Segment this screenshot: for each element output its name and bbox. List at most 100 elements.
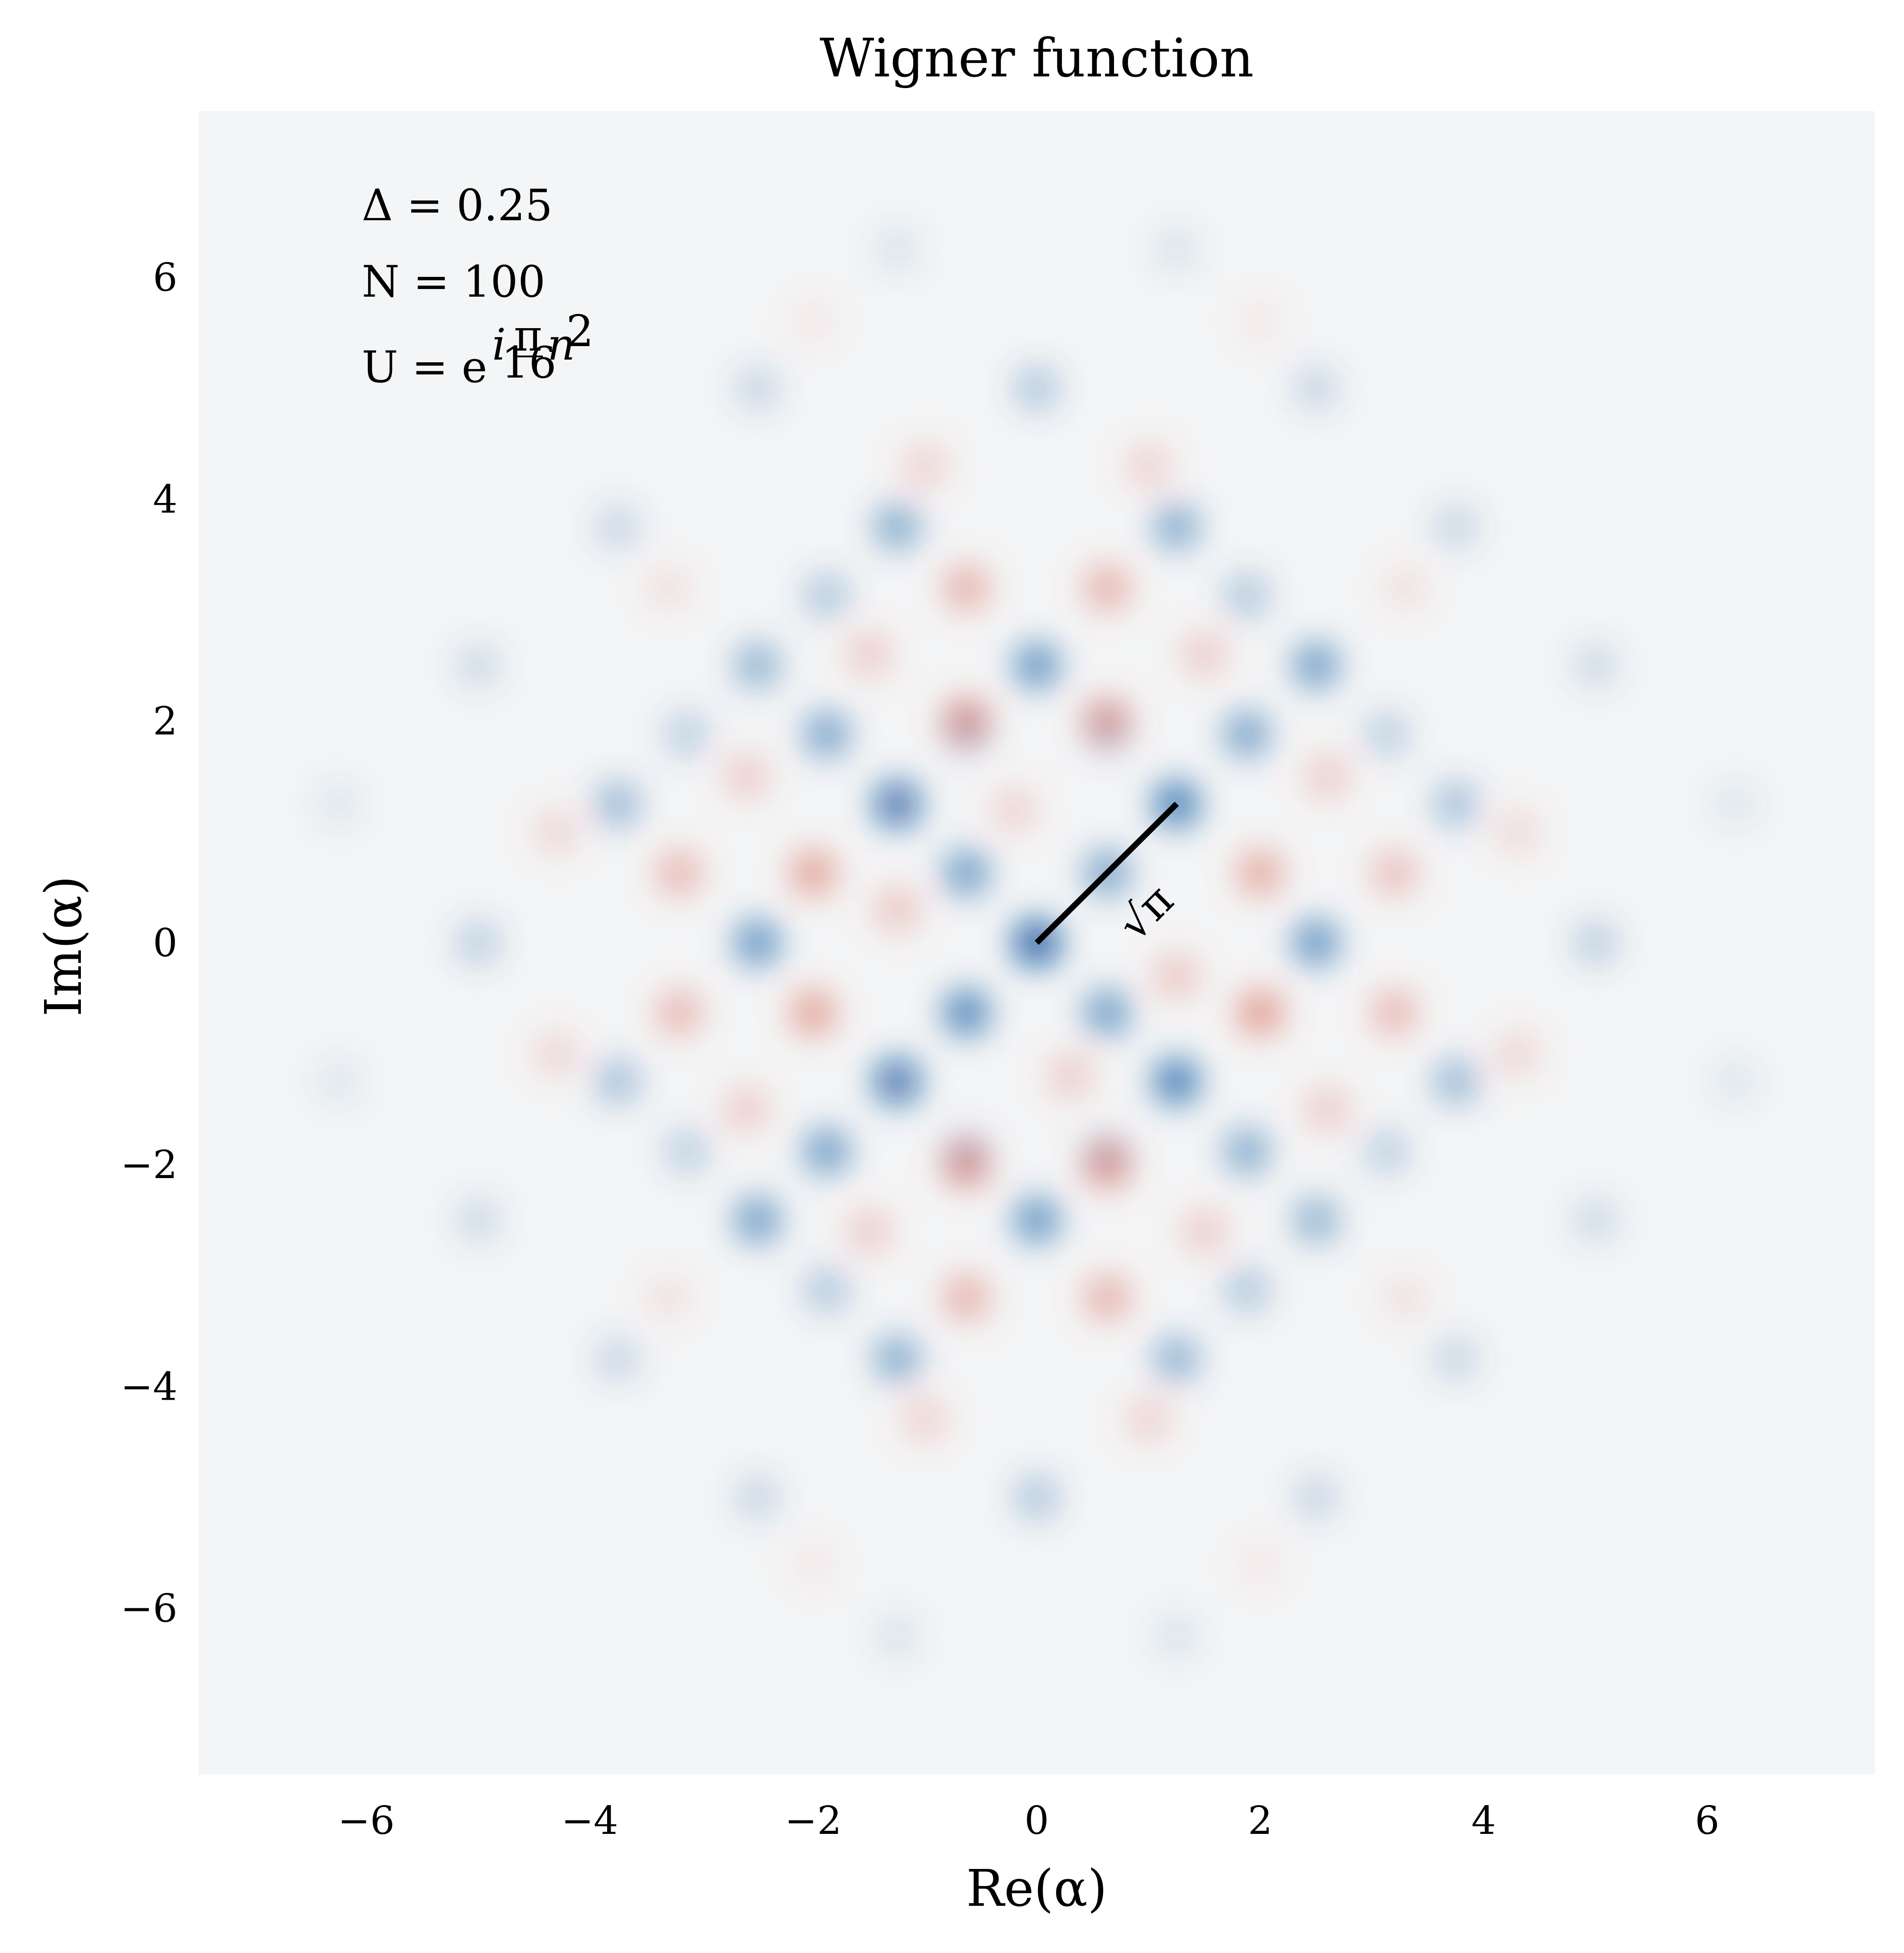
y-axis-label: Im(α) — [35, 876, 93, 1016]
unitary-annotation: U = e — [362, 342, 487, 392]
positive-peak-58 — [1154, 227, 1199, 272]
positive-peak-63 — [316, 1059, 361, 1104]
delta-annotation: Δ = 0.25 — [362, 180, 553, 231]
chart-title: Wigner function — [820, 27, 1254, 89]
negative-peak-27 — [1047, 1053, 1093, 1099]
negative-peak-10 — [944, 1275, 989, 1320]
x-tick-label-3: 0 — [1025, 1798, 1049, 1843]
negative-peak-4 — [790, 850, 836, 895]
negative-peak-33 — [1495, 810, 1540, 854]
positive-peak-55 — [944, 1129, 989, 1174]
positive-peak-44 — [1433, 1336, 1478, 1381]
positive-peak-49 — [455, 643, 501, 688]
y-tick-label-6: 6 — [153, 255, 178, 300]
positive-peak-36 — [1364, 1129, 1409, 1174]
positive-peak-34 — [1364, 712, 1409, 757]
positive-peak-38 — [1014, 1475, 1059, 1520]
negative-peak-16 — [847, 632, 892, 677]
positive-peak-16 — [1014, 1197, 1059, 1243]
negative-peak-36 — [645, 565, 691, 610]
n-annotation: N = 100 — [362, 257, 546, 307]
positive-peak-11 — [944, 850, 989, 895]
negative-peak-41 — [1238, 299, 1283, 344]
negative-peak-17 — [1182, 632, 1227, 677]
x-tick-label-2: −2 — [785, 1798, 842, 1843]
sqrt-pi-line — [1034, 801, 1179, 945]
unitary-exp-power: 2 — [566, 306, 594, 356]
negative-peak-14 — [657, 990, 702, 1035]
positive-peak-60 — [1154, 1613, 1199, 1659]
positive-peak-10 — [1154, 1059, 1199, 1104]
negative-peak-15 — [1372, 990, 1417, 1035]
positive-peak-12 — [1084, 990, 1130, 1035]
negative-peak-18 — [847, 1209, 892, 1254]
positive-peak-62 — [1713, 782, 1758, 827]
negative-peak-35 — [1495, 1031, 1540, 1076]
positive-peak-24 — [1154, 1336, 1199, 1381]
positive-peak-9 — [874, 782, 919, 827]
x-tick-label-4: 2 — [1248, 1798, 1273, 1843]
positive-peak-33 — [664, 712, 710, 757]
negative-peak-24 — [874, 887, 919, 932]
positive-peak-50 — [1573, 643, 1618, 688]
positive-peak-45 — [735, 366, 780, 411]
negative-peak-43 — [1238, 1541, 1283, 1586]
positive-peak-42 — [1433, 504, 1478, 549]
unitary-prefix: U = e — [362, 342, 487, 392]
positive-peak-61 — [316, 782, 361, 827]
x-tick-label-6: 6 — [1695, 1798, 1720, 1843]
positive-peak-15 — [1014, 643, 1059, 688]
positive-peak-18 — [1224, 1129, 1269, 1174]
negative-peak-39 — [1383, 1275, 1428, 1320]
y-tick-label-2: −2 — [120, 1143, 178, 1188]
positive-peak-56 — [1084, 1129, 1130, 1174]
positive-peak-8 — [1293, 643, 1339, 688]
positive-peak-52 — [1573, 1197, 1618, 1243]
negative-peak-8 — [944, 565, 989, 610]
positive-peak-48 — [1293, 1475, 1339, 1520]
y-axis-ticks: −6 −4 −2 0 2 4 6 — [120, 255, 178, 1631]
unitary-exp-i: i — [492, 320, 506, 370]
positive-peak-20 — [1293, 1197, 1339, 1243]
positive-peak-25 — [595, 782, 640, 827]
negative-peak-12 — [657, 850, 702, 895]
negative-peak-31 — [1126, 1397, 1171, 1442]
positive-peak-5 — [804, 1129, 849, 1174]
positive-peak-30 — [1224, 573, 1269, 618]
negative-peak-9 — [1084, 565, 1130, 610]
negative-peak-19 — [1182, 1209, 1227, 1254]
x-tick-label-0: −6 — [338, 1798, 395, 1843]
y-tick-label-0: −6 — [120, 1586, 178, 1631]
unitary-frac-num: π — [514, 311, 542, 361]
parameter-annotations: Δ = 0.25 N = 100 U = e i π 16 n 2 — [362, 180, 594, 392]
positive-peak-19 — [735, 643, 780, 688]
heatmap-peaks — [316, 227, 1758, 1659]
unitary-exp-n: n — [547, 320, 575, 370]
positive-peak-28 — [1433, 1059, 1478, 1104]
negative-peak-38 — [645, 1275, 691, 1320]
positive-peak-23 — [874, 1336, 919, 1381]
positive-peak-37 — [1014, 366, 1059, 411]
negative-peak-32 — [534, 810, 579, 854]
positive-peak-29 — [804, 573, 849, 618]
unitary-frac-den: 16 — [502, 338, 556, 388]
positive-peak-35 — [664, 1129, 710, 1174]
positive-peak-40 — [1573, 920, 1618, 965]
positive-peak-26 — [1433, 782, 1478, 827]
negative-peak-13 — [1372, 850, 1417, 895]
positive-peak-14 — [1293, 920, 1339, 965]
positive-peak-39 — [455, 920, 501, 965]
negative-peak-28 — [902, 443, 948, 489]
positive-peak-4 — [874, 1059, 919, 1104]
negative-peak-29 — [1126, 443, 1171, 489]
negative-peak-25 — [1154, 953, 1199, 999]
positive-peak-21 — [874, 504, 919, 549]
negative-peak-37 — [1383, 565, 1428, 610]
negative-peak-7 — [1238, 990, 1283, 1035]
negative-peak-26 — [992, 787, 1037, 832]
positive-peak-51 — [455, 1197, 501, 1243]
negative-peak-22 — [723, 1086, 769, 1132]
y-tick-label-1: −4 — [120, 1364, 178, 1409]
positive-peak-47 — [735, 1475, 780, 1520]
